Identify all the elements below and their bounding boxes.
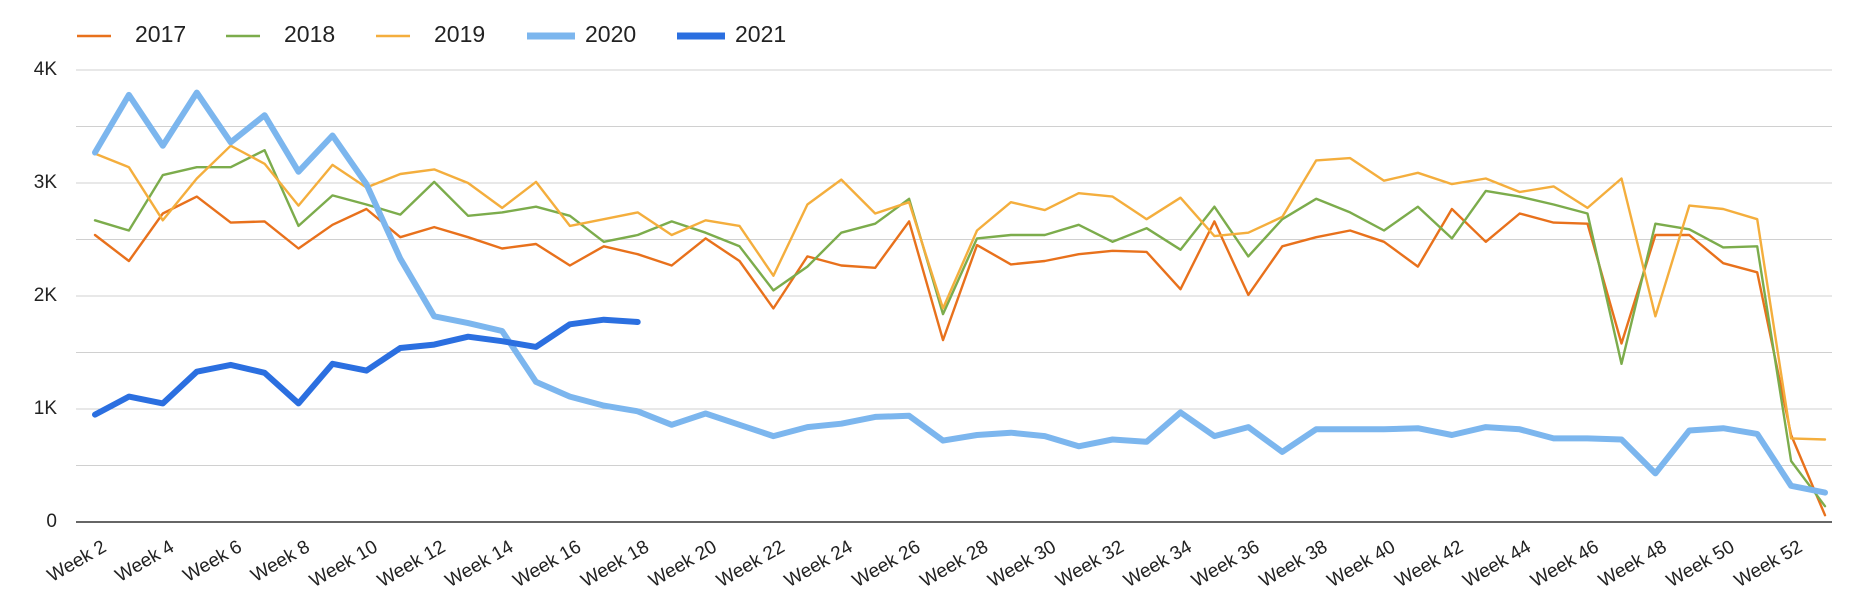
- y-tick-label: 4K: [34, 59, 58, 80]
- x-tick-label: Week 6: [180, 536, 246, 586]
- y-tick-label: 1K: [34, 398, 58, 419]
- y-tick-label: 2K: [34, 285, 58, 306]
- legend-label: 2017: [135, 21, 186, 47]
- x-tick-label: Week 38: [1256, 536, 1331, 592]
- series-line: [93, 195, 1827, 517]
- x-tick-label: Week 46: [1527, 536, 1602, 592]
- x-tick-label: Week 20: [645, 536, 720, 592]
- x-tick-label: Week 16: [510, 536, 585, 592]
- x-tick-label: Week 14: [442, 536, 518, 592]
- legend-label: 2021: [735, 21, 786, 47]
- x-tick-label: Week 36: [1188, 536, 1263, 592]
- legend-label: 2019: [434, 21, 485, 47]
- x-tick-label: Week 12: [374, 536, 449, 592]
- series-line: [93, 149, 1827, 508]
- y-tick-label: 3K: [34, 172, 58, 193]
- legend-label: 2018: [284, 21, 335, 47]
- x-tick-label: Week 48: [1595, 536, 1670, 592]
- x-tick-label: Week 42: [1392, 536, 1467, 592]
- x-tick-label: Week 4: [112, 536, 178, 586]
- x-tick-label: Week 30: [985, 536, 1060, 592]
- x-tick-label: Week 28: [917, 536, 992, 592]
- x-tick-label: Week 18: [578, 536, 653, 592]
- x-tick-label: Week 22: [713, 536, 788, 592]
- y-tick-label: 0: [46, 511, 57, 532]
- x-tick-label: Week 2: [44, 536, 110, 586]
- x-tick-label: Week 44: [1460, 536, 1536, 592]
- x-tick-label: Week 50: [1663, 536, 1738, 592]
- x-tick-label: Week 52: [1731, 536, 1806, 592]
- x-tick-label: Week 24: [781, 536, 857, 592]
- x-tick-label: Week 34: [1120, 536, 1196, 592]
- series-line: [92, 89, 1828, 496]
- series-line: [93, 144, 1827, 441]
- legend-label: 2020: [585, 21, 636, 47]
- series-line: [92, 316, 641, 418]
- x-tick-label: Week 10: [306, 536, 381, 592]
- x-tick-label: Week 26: [849, 536, 924, 592]
- x-tick-label: Week 40: [1324, 536, 1399, 592]
- x-tick-label: Week 8: [248, 536, 314, 586]
- x-tick-label: Week 32: [1053, 536, 1128, 592]
